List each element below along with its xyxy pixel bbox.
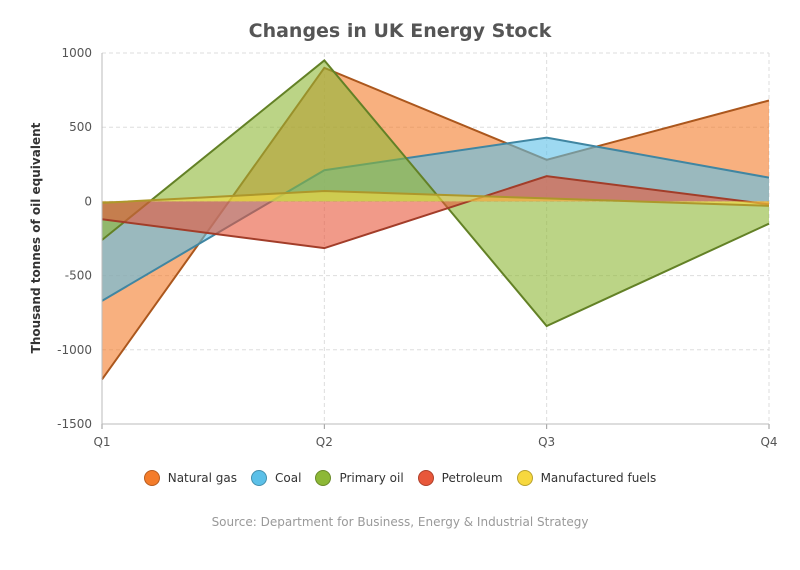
legend-swatch [417,470,434,486]
x-tick-label: Q1 [93,435,110,449]
line-petroleum [101,175,770,250]
chart-title: Changes in UK Energy Stock [248,20,552,42]
y-tick-label: -500 [65,269,92,283]
y-tick-label: 0 [84,194,92,208]
line-manufactured-fuels [101,190,770,207]
y-axis-title: Thousand tonnes of oil equivalent [29,122,43,353]
area-layer [101,59,770,381]
legend-item-coal[interactable]: Coal [251,470,301,486]
line-coal [101,136,770,302]
legend-label: Natural gas [167,471,238,485]
legend-item-natural-gas[interactable]: Natural gas [143,470,238,486]
legend-label: Petroleum [441,471,503,485]
legend-swatch [143,470,160,486]
x-tick-label: Q2 [316,435,333,449]
legend-swatch [516,470,533,486]
legend-item-primary-oil[interactable]: Primary oil [315,470,404,486]
legend-swatch [315,470,332,486]
line-primary-oil [101,59,770,328]
legend-item-petroleum[interactable]: Petroleum [417,470,503,486]
x-tick-label: Q3 [538,435,555,449]
y-tick-label: -1000 [57,343,92,357]
legend-swatch [251,470,268,486]
legend-label: Manufactured fuels [540,471,657,485]
y-tick-label: -1500 [57,417,92,431]
y-tick-label: 500 [69,120,92,134]
legend: Natural gas Coal Primary oil Petroleum Manuf… [0,470,800,486]
legend-label: Primary oil [339,471,404,485]
source-note: Source: Department for Business, Energy … [211,515,589,529]
legend-label: Coal [275,471,302,485]
area-coal [102,137,769,301]
x-tick-label: Q4 [760,435,777,449]
legend-item-manufactured-fuels[interactable]: Manufactured fuels [516,470,657,486]
y-tick-label: 1000 [61,46,92,60]
